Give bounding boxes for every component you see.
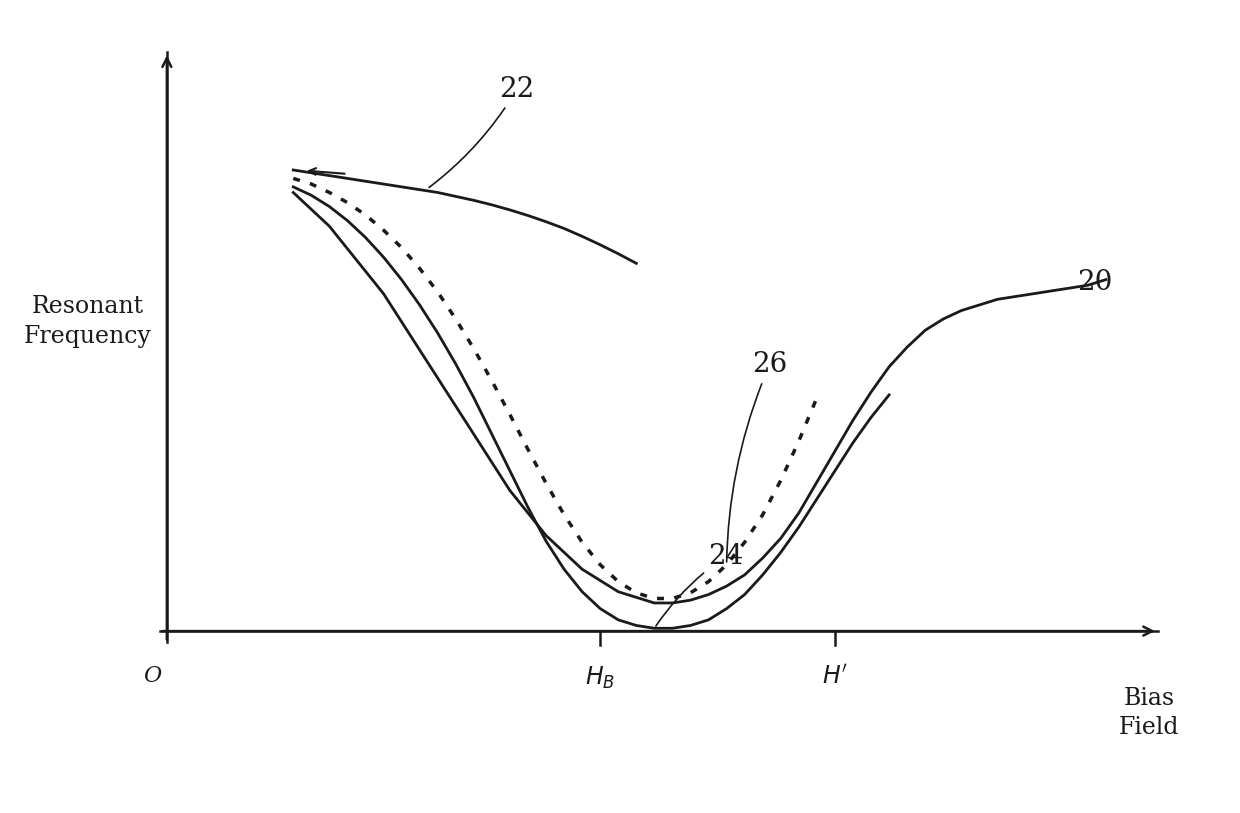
Text: Bias
Field: Bias Field [1118, 687, 1179, 739]
Text: Resonant
Frequency: Resonant Frequency [24, 295, 151, 349]
Text: 24: 24 [656, 542, 744, 626]
Text: 26: 26 [727, 351, 787, 562]
Text: O: O [144, 665, 161, 687]
Text: 20: 20 [1076, 269, 1112, 296]
Text: $H'$: $H'$ [822, 665, 848, 689]
Text: $H_B$: $H_B$ [585, 665, 615, 691]
Text: 22: 22 [429, 76, 534, 188]
